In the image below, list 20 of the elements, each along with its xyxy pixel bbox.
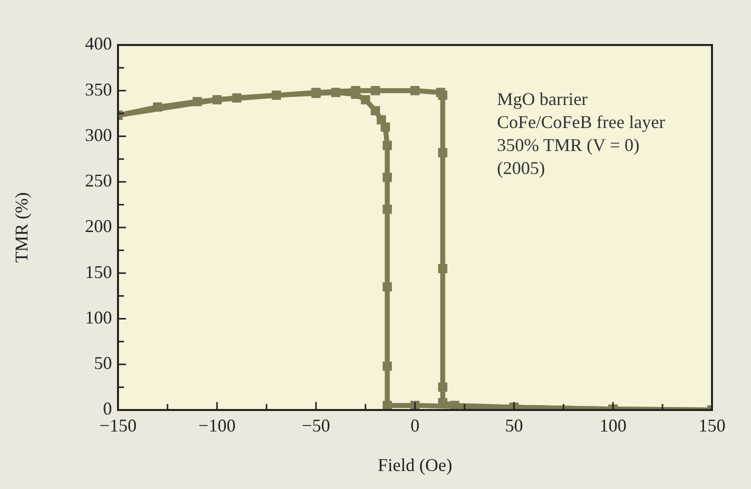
y-tick-label: 400 [85,34,112,54]
y-tick-label: 150 [85,262,112,282]
y-tick-label: 200 [85,216,112,236]
y-tick-label: 300 [85,124,112,145]
x-tick-label: 0 [410,416,420,436]
y-axis-title: TMR (%) [12,192,32,263]
x-tick-label: −100 [198,416,236,436]
x-tick-label: 50 [505,416,523,436]
x-axis-title: Field (Oe) [378,454,452,475]
x-tick-label: −50 [302,416,330,436]
y-tick-label: 250 [85,170,112,191]
annotation: 350% TMR (V = 0) [497,134,640,157]
x-tick-label: 150 [698,416,726,436]
y-tick-label: 100 [85,307,112,328]
x-tick-label: 100 [600,416,626,436]
annotation: (2005) [497,157,546,180]
annotation: CoFe/CoFeB free layer [497,111,665,134]
annotation: MgO barrier [497,88,588,111]
y-tick-label: 50 [94,353,112,374]
y-tick-label: 350 [85,79,112,100]
